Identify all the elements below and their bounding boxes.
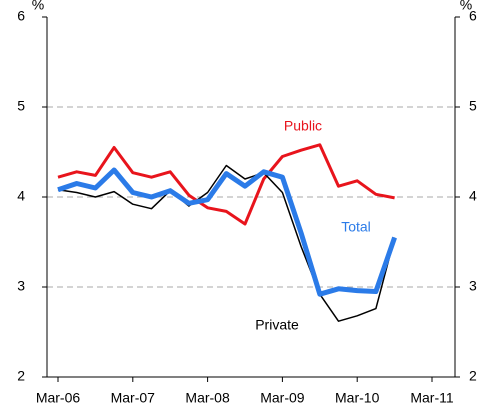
y-tick-label: 5	[17, 98, 25, 114]
y2-tick-label: 5	[469, 98, 477, 114]
y-axis-label: %	[32, 0, 44, 13]
y-tick-label: 3	[17, 278, 25, 294]
x-tick-label: Mar-09	[260, 390, 305, 406]
y2-axis-label: %	[460, 0, 472, 13]
y-tick-label: 6	[17, 8, 25, 24]
y2-tick-label: 2	[469, 368, 477, 384]
series-line	[57, 143, 395, 226]
y-tick-label: 2	[17, 368, 25, 384]
y2-tick-label: 3	[469, 278, 477, 294]
series-label: Total	[341, 219, 371, 235]
x-tick-label: Mar-07	[111, 390, 156, 406]
series-label: Public	[284, 118, 322, 134]
y2-tick-label: 4	[469, 188, 477, 204]
x-tick-label: Mar-08	[185, 390, 230, 406]
series-line	[57, 167, 397, 297]
y2-tick-label: 6	[469, 8, 477, 24]
x-tick-label: Mar-10	[335, 390, 380, 406]
series-line	[57, 164, 396, 322]
x-tick-label: Mar-06	[36, 390, 81, 406]
series-label: Private	[255, 317, 299, 333]
y-tick-label: 4	[17, 188, 25, 204]
x-tick-label: Mar-11	[410, 390, 454, 406]
